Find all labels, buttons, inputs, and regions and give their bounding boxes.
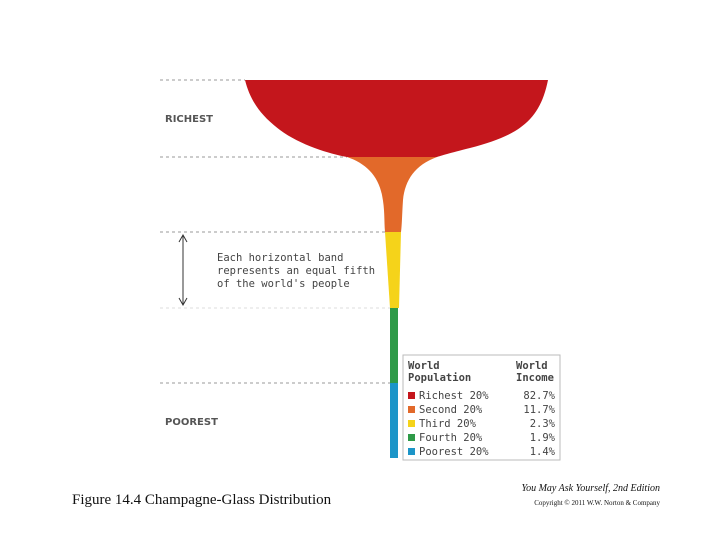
copyright: Copyright © 2011 W.W. Norton & Company xyxy=(534,499,660,507)
glass-band xyxy=(390,383,398,458)
band-arrow xyxy=(178,233,188,307)
income-value: 82.7% xyxy=(523,390,555,402)
glass-band xyxy=(347,157,437,232)
legend-swatch xyxy=(408,448,415,455)
income-value: 1.9% xyxy=(530,432,556,444)
population-label: Richest 20% xyxy=(419,390,489,402)
note-line: of the world's people xyxy=(217,278,350,290)
table-header: World xyxy=(408,360,440,372)
legend-swatch xyxy=(408,420,415,427)
book-title: You May Ask Yourself, 2nd Edition xyxy=(521,483,660,494)
band-lines xyxy=(160,79,390,384)
caption: Figure 14.4 Champagne-Glass Distribution xyxy=(72,492,332,508)
population-label: Poorest 20% xyxy=(419,446,489,458)
champagne-glass xyxy=(245,80,548,458)
note-line: Each horizontal band xyxy=(217,252,343,264)
population-label: Fourth 20% xyxy=(419,432,483,444)
legend-swatch xyxy=(408,392,415,399)
legend-swatch xyxy=(408,434,415,441)
glass-band xyxy=(390,308,398,383)
glass-band xyxy=(245,80,548,157)
table-header: Income xyxy=(516,372,554,384)
glass-band xyxy=(385,232,401,308)
legend-swatch xyxy=(408,406,415,413)
population-label: Second 20% xyxy=(419,404,483,416)
note-line: represents an equal fifth xyxy=(217,265,375,277)
table-header: Population xyxy=(408,372,471,384)
population-label: Third 20% xyxy=(419,418,477,430)
income-value: 11.7% xyxy=(523,404,555,416)
income-value: 1.4% xyxy=(530,446,556,458)
income-value: 2.3% xyxy=(530,418,556,430)
poorest-label: POOREST xyxy=(165,417,218,428)
richest-label: RICHEST xyxy=(165,114,213,125)
table-header: World xyxy=(516,360,548,372)
table-rows: Richest 20% 82.7% Second 20% 11.7% Third 20%… xyxy=(408,390,556,458)
legend-table xyxy=(402,354,561,461)
